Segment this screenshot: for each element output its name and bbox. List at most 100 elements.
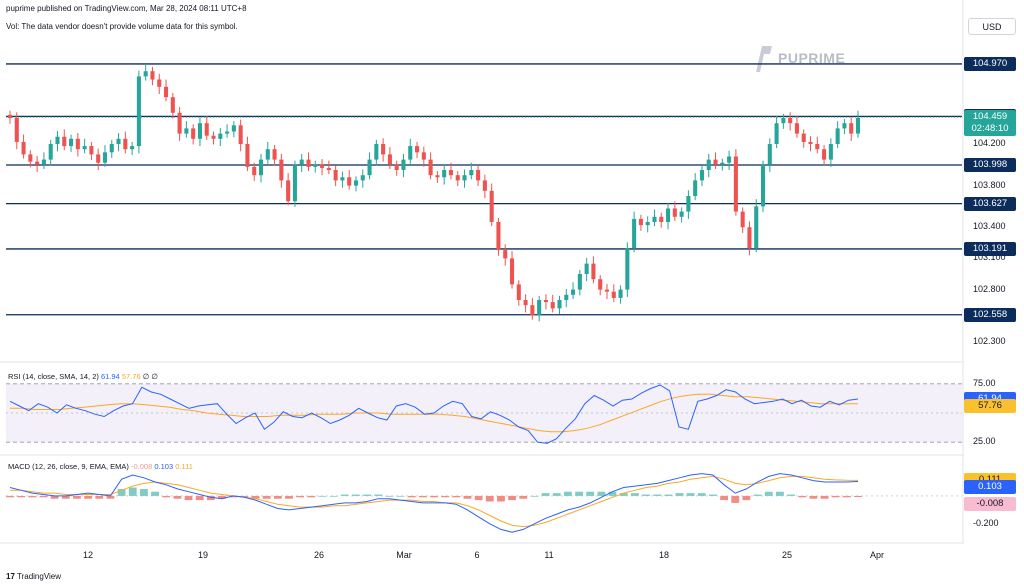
macd-histogram-bar [17,495,26,498]
rsi-band [6,383,962,443]
macd-histogram-bar [396,495,405,497]
candle-body [428,159,433,176]
candle-body [638,218,643,226]
macd-histogram-bar [251,495,260,499]
time-tick-label: Mar [396,550,412,560]
candle-body [374,144,379,160]
candle-body [571,289,576,295]
candle-body [299,159,304,165]
puprime-logo-text: PUPRIME [778,50,846,66]
macd-histogram-bar [519,495,528,499]
macd-histogram-bar [84,495,93,499]
macd-hist-value-label: -0.008 [964,497,1016,512]
candle-body [598,279,603,290]
macd-histogram-bar [675,493,684,496]
candle-body [469,170,474,176]
price-chart[interactable] [0,0,964,588]
time-tick-label: 12 [82,550,94,560]
candle-body [136,76,141,147]
candle-body [754,206,759,248]
candle-body [109,144,114,153]
candle-body [238,125,243,144]
candle-body [62,136,67,147]
candle-body [258,159,264,176]
candle-body [272,149,277,160]
macd-line [9,473,859,533]
candle-body [360,175,365,181]
macd-histogram-bar [340,494,349,496]
bar-countdown: 02:48:10 [971,123,1009,135]
candle-body [557,300,562,309]
macd-histogram-bar [530,495,539,497]
candle-body [415,146,420,153]
macd-histogram-bar [106,495,115,499]
candle-body [157,79,162,87]
macd-histogram-bar [831,495,840,498]
candle-body [326,167,331,170]
rsi-ma-value-label: 57.76 [964,398,1016,413]
candle-body [204,123,209,136]
candle-body [170,97,175,113]
candle-body [835,128,840,144]
candle-body [333,170,338,181]
candle-body [604,289,610,292]
macd-histogram-bar [809,495,818,499]
candle-body [788,118,793,124]
rsi-tick-label: 25.00 [973,436,996,447]
macd-histogram-bar [128,487,137,496]
candle-body [801,133,806,142]
macd-histogram-bar [820,495,829,499]
candle-body [211,135,216,139]
macd-histogram-bar [6,495,14,498]
rsi-tick-label: 75.00 [973,377,996,388]
price-tick-label: 104.200 [973,138,1006,148]
candle-body [632,218,637,248]
candle-body [191,128,196,139]
candle-body [740,211,745,228]
candle-body [435,175,440,178]
candle-body [476,170,481,181]
candle-body [96,154,101,163]
price-tick-label: 103.100 [973,252,1006,263]
macd-histogram-bar [563,491,572,496]
rsi-extra: ∅ ∅ [142,372,158,381]
macd-histogram-bar [285,495,293,499]
macd-histogram-bar [318,495,327,497]
candle-body [231,125,236,132]
candle-body [693,180,698,196]
macd-histogram-bar [575,491,583,496]
candle-body [21,141,26,155]
candle-body [733,156,738,212]
candle-body [387,154,392,165]
candle-body [313,164,318,167]
candle-body [611,291,616,298]
currency-button[interactable]: USD [968,18,1016,35]
macd-histogram-bar [273,495,282,499]
candle-body [679,211,684,217]
tradingview-footer: 17 TradingView [6,572,61,581]
candle-body [767,144,772,165]
candle-body [537,300,542,316]
macd-histogram-bar [452,495,461,498]
macd-histogram-bar [351,494,360,496]
macd-histogram-bar [363,494,371,496]
last-price-value: 104.459 [972,111,1008,123]
macd-histogram-bar [173,495,182,499]
volume-note: Vol: The data vendor doesn't provide vol… [6,22,238,31]
level-price-label: 103.627 [964,196,1016,211]
candle-body [320,164,325,168]
macd-histogram-bar [642,494,650,496]
candle-body [760,164,766,207]
candle-body [340,177,345,181]
macd-histogram-bar [28,495,37,498]
candle-body [550,302,555,309]
time-tick-label: 11 [544,550,554,560]
candle-body [163,86,169,98]
candle-body [225,131,230,134]
rsi-value: 61.94 [100,372,120,381]
rsi-ma-value: 57.76 [121,372,141,381]
macd-histogram-bar [206,495,215,501]
price-tick-label: 103.400 [973,221,1006,232]
candle-body [652,216,657,222]
candle-body [82,146,87,150]
